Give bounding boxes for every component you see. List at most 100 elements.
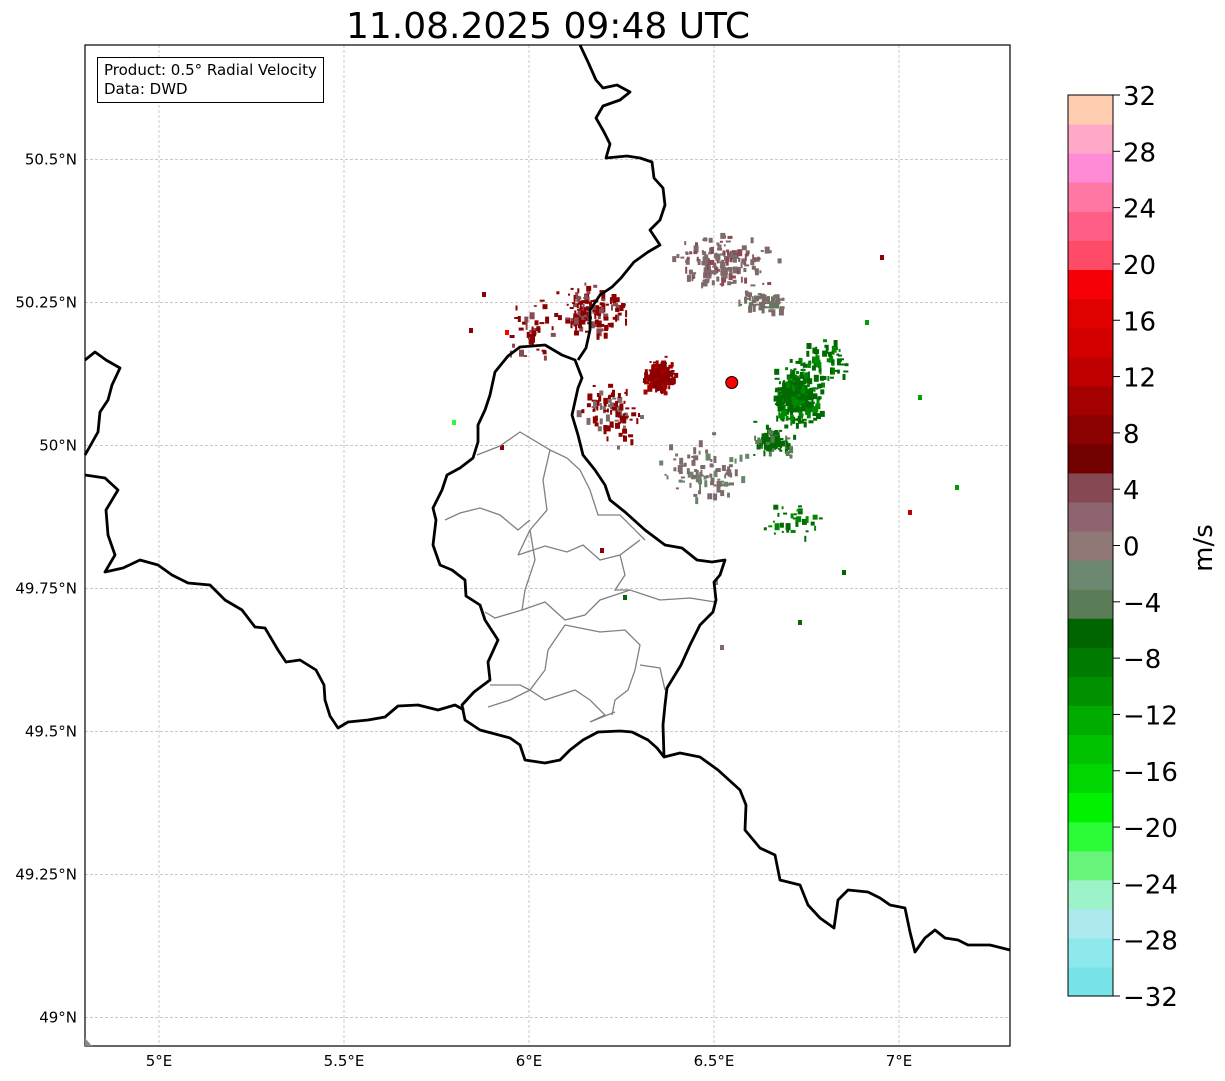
- colorbar-band: [1068, 443, 1113, 474]
- echo-pixel: [722, 250, 726, 256]
- echo-pixel: [582, 303, 585, 311]
- echo-pixel: [752, 254, 755, 262]
- echo-pixel: [653, 361, 656, 364]
- echo-pixel: [716, 276, 720, 282]
- echo-pixel: [611, 406, 617, 410]
- district-border: [549, 449, 646, 541]
- echo-pixel: [668, 374, 671, 382]
- echo-pixel: [793, 382, 797, 386]
- echo-pixel: [771, 448, 777, 451]
- echo-pixel: [721, 480, 724, 483]
- echo-pixel: [686, 274, 691, 282]
- echo-pixel: [705, 449, 709, 454]
- echo-pixel: [524, 316, 529, 323]
- echo-pixel: [673, 458, 677, 461]
- colorbar-band: [1068, 908, 1113, 939]
- echo-pixel: [775, 438, 781, 446]
- colorbar-band: [1068, 879, 1113, 910]
- echo-pixel: [724, 481, 729, 487]
- echo-pixel: [566, 303, 569, 306]
- echo-pixel: [657, 365, 662, 372]
- echo-pixel: [693, 455, 699, 461]
- echo-pixel: [625, 310, 628, 318]
- echo-pixel: [797, 508, 803, 515]
- echo-pixel: [778, 448, 782, 451]
- echo-pixel: [702, 279, 708, 287]
- echo-pixel: [792, 416, 796, 424]
- echo-pixel: [656, 382, 660, 388]
- echo-pixel: [791, 401, 797, 408]
- echo-pixel: [574, 330, 579, 336]
- echo-pixel: [836, 353, 840, 356]
- colorbar-bands: [1068, 95, 1113, 997]
- echo-pixel: [798, 406, 803, 414]
- echo-pixel: [776, 415, 779, 422]
- echo-pixel: [794, 407, 798, 410]
- echo-pixel: [773, 294, 776, 301]
- map-title: 11.08.2025 09:48 UTC: [346, 6, 750, 47]
- echo-pixel: [800, 394, 806, 401]
- echo-pixel: [615, 307, 620, 312]
- echo-pixel: [653, 380, 656, 384]
- echo-pixel: [518, 327, 524, 331]
- echo-pixel: [813, 387, 818, 390]
- echo-pixel: [804, 379, 807, 382]
- echo-pixel: [621, 303, 625, 308]
- echo-pixel: [782, 387, 787, 394]
- echo-pixel: [812, 412, 818, 417]
- echo-pixel: [594, 405, 598, 409]
- echo-pixel: [762, 294, 767, 299]
- echo-pixel: [815, 359, 821, 367]
- echo-pixel: [810, 393, 815, 398]
- colorbar-band: [1068, 792, 1113, 823]
- echo-pixel: [817, 366, 820, 369]
- echo-pixel: [592, 385, 596, 387]
- echo-pixel: [744, 277, 748, 284]
- echo-pixel: [629, 418, 633, 421]
- echo-pixel: [765, 439, 770, 443]
- echo-pixel: [792, 376, 797, 381]
- echo-pixel: [753, 454, 756, 456]
- echo-pixel: [703, 272, 708, 279]
- echo-pixel: [784, 387, 790, 392]
- x-tick-label: 6°E: [516, 1052, 543, 1070]
- echo-pixel: [592, 309, 598, 312]
- echo-pixel: [790, 369, 793, 374]
- echo-pixel: [585, 330, 590, 333]
- echo-pixel: [785, 367, 789, 371]
- colorbar-tick-label: 0: [1123, 533, 1140, 563]
- echo-pixel: [795, 360, 801, 364]
- echo-pixel: [727, 267, 733, 270]
- y-tick-label: 50°N: [39, 436, 77, 454]
- echo-pixel: [774, 294, 780, 299]
- echo-pixel: [805, 516, 809, 524]
- echo-pixel: [785, 439, 788, 442]
- echo-pixel: [625, 407, 630, 410]
- echo-pixel: [727, 235, 733, 239]
- echo-pixel: [795, 519, 799, 527]
- echo-pixel: [603, 401, 607, 407]
- colorbar-band: [1068, 182, 1113, 212]
- echo-pixel: [781, 530, 784, 533]
- echo-pixel: [727, 466, 731, 472]
- echo-pixel: [619, 403, 624, 411]
- echo-pixel: [778, 392, 784, 395]
- echo-pixel: [525, 322, 528, 330]
- echo-pixel: [573, 324, 576, 327]
- echo-pixel: [519, 349, 524, 357]
- echo-pixel: [618, 432, 623, 437]
- echo-pixel: [833, 340, 838, 347]
- echo-pixel: [704, 258, 707, 264]
- echo-pixel: [806, 395, 810, 401]
- echo-pixel: [726, 469, 732, 476]
- x-axis-ticks: 5°E 5.5°E 6°E 6.5°E 7°E: [146, 1052, 913, 1070]
- colorbar-band: [1068, 850, 1113, 881]
- echo-pixel: [592, 408, 595, 412]
- echo-pixel: [719, 253, 724, 256]
- echo-pixel: [603, 409, 609, 412]
- echo-pixel: [722, 252, 724, 255]
- echo-pixel: [713, 471, 718, 478]
- echo-pixel: [710, 459, 713, 462]
- echo-pixel: [583, 319, 586, 322]
- echo-pixel: [575, 292, 579, 300]
